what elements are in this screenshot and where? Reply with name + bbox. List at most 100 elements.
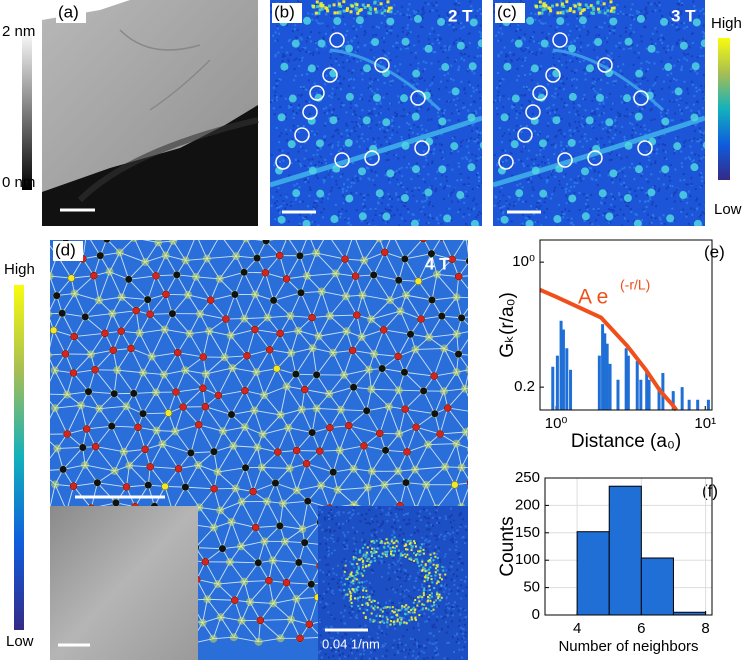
noise — [631, 16, 633, 18]
bond — [475, 603, 499, 604]
noise — [449, 91, 451, 93]
streak — [598, 11, 601, 14]
defect-5 — [92, 443, 99, 450]
vortex — [599, 189, 607, 197]
defect-5 — [262, 269, 269, 276]
noise — [418, 187, 420, 189]
noise — [641, 108, 643, 110]
glow — [386, 296, 394, 304]
noise — [511, 107, 513, 109]
noise — [672, 100, 674, 102]
noise — [524, 74, 526, 76]
noise — [516, 79, 518, 81]
noise — [512, 54, 514, 56]
noise — [335, 180, 337, 182]
noise — [385, 174, 387, 176]
noise — [639, 83, 641, 85]
noise — [307, 12, 309, 14]
bond — [487, 414, 497, 431]
glow — [154, 238, 162, 246]
noise — [297, 29, 299, 31]
noise — [597, 92, 599, 94]
noise — [611, 108, 613, 110]
defect-5 — [241, 387, 248, 394]
noise — [302, 217, 304, 219]
glow — [192, 231, 200, 239]
noise — [448, 49, 450, 51]
noise — [639, 110, 641, 112]
noise — [619, 47, 621, 49]
glow — [277, 411, 285, 419]
noise — [460, 145, 462, 147]
noise — [620, 11, 622, 13]
defect-5 — [174, 349, 181, 356]
noise — [468, 81, 470, 83]
vortex — [675, 87, 683, 95]
noise — [656, 51, 658, 53]
noise — [432, 205, 434, 207]
noise — [562, 76, 564, 78]
noise — [533, 163, 535, 165]
noise — [654, 62, 656, 64]
noise — [435, 188, 437, 190]
noise — [635, 195, 637, 197]
noise — [533, 31, 535, 33]
defect-7 — [108, 423, 115, 430]
noise — [678, 28, 680, 30]
noise — [579, 177, 581, 179]
noise — [692, 32, 694, 34]
noise — [650, 119, 652, 121]
noise — [463, 59, 465, 61]
noise — [462, 102, 464, 104]
noise — [385, 131, 387, 133]
noise — [345, 111, 347, 113]
bond — [309, 233, 328, 234]
noise — [596, 108, 598, 110]
noise — [614, 215, 616, 217]
noise — [593, 85, 595, 87]
noise — [584, 124, 586, 126]
noise — [477, 139, 479, 141]
glow — [479, 383, 487, 391]
noise — [538, 207, 540, 209]
defect-5 — [147, 463, 154, 470]
noise — [659, 4, 661, 6]
noise — [547, 139, 549, 141]
noise — [548, 107, 550, 109]
noise — [406, 34, 408, 36]
vortex — [345, 139, 353, 147]
noise — [586, 140, 588, 142]
noise — [286, 196, 288, 198]
noise — [371, 120, 373, 122]
glow — [402, 291, 410, 299]
noise — [418, 108, 420, 110]
glow — [480, 543, 488, 551]
noise — [425, 156, 427, 158]
noise — [700, 85, 702, 87]
noise — [343, 202, 345, 204]
noise — [435, 190, 437, 192]
noise — [416, 200, 418, 202]
bond — [487, 329, 491, 357]
noise — [276, 85, 278, 87]
noise — [569, 59, 571, 61]
bond — [487, 587, 499, 605]
noise — [525, 57, 527, 59]
noise — [369, 158, 371, 160]
noise — [398, 126, 400, 128]
noise — [661, 115, 663, 117]
noise — [396, 209, 398, 211]
noise — [560, 118, 562, 120]
noise — [363, 197, 365, 199]
noise — [537, 83, 539, 85]
noise — [424, 181, 426, 183]
noise — [650, 173, 652, 175]
noise — [549, 112, 551, 114]
noise — [642, 78, 644, 80]
noise — [551, 95, 553, 97]
noise — [627, 84, 629, 86]
vortex — [532, 167, 540, 175]
noise — [397, 70, 399, 72]
noise — [273, 87, 275, 89]
noise — [649, 222, 651, 224]
